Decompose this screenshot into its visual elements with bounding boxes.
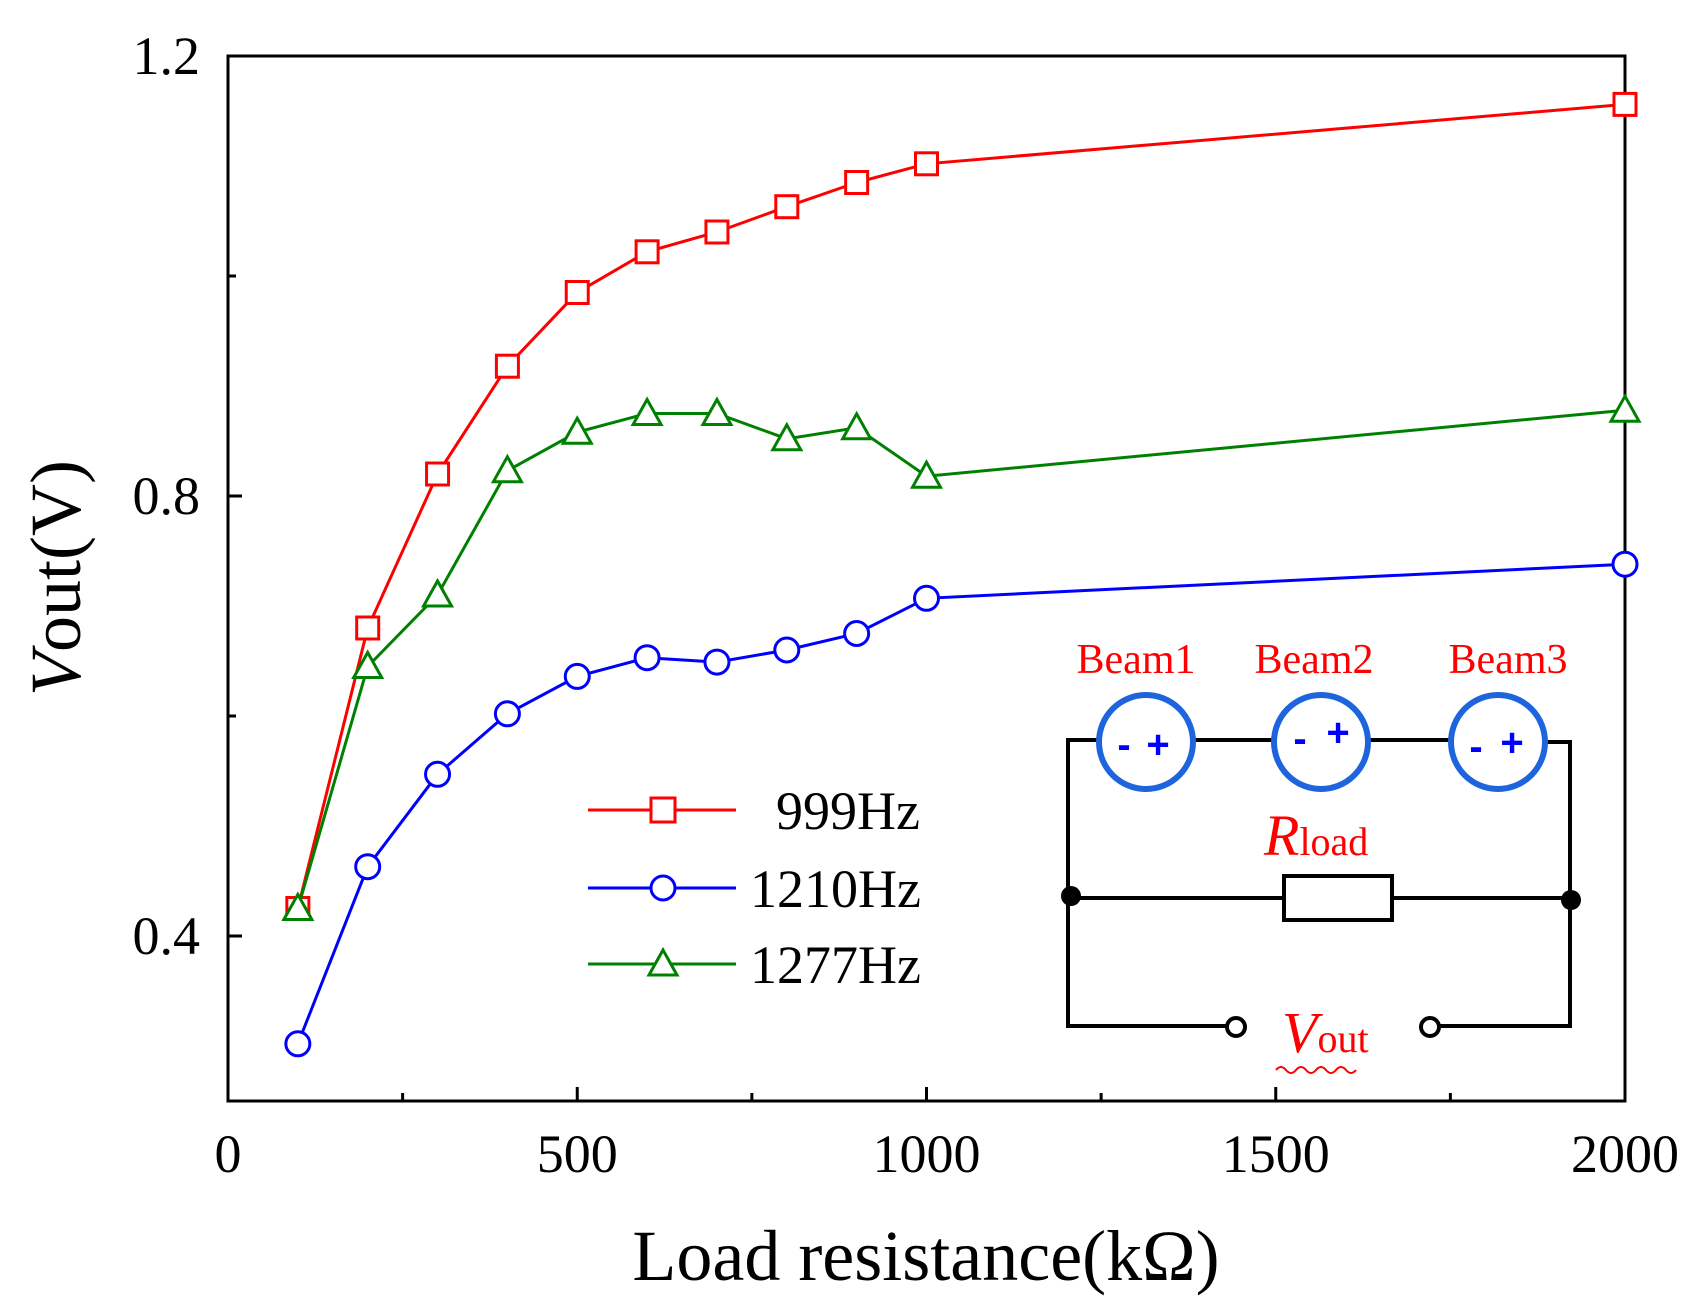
- data-point: [703, 648, 731, 676]
- y-axis-title-rest: out(V): [16, 460, 96, 652]
- x-tick-label: 2000: [1571, 1124, 1679, 1184]
- series-line: [296, 562, 1626, 1045]
- y-axis-title-italic: V: [16, 645, 96, 696]
- legend-label-1277hz: 1277Hz: [750, 935, 921, 995]
- data-point: [424, 760, 452, 788]
- series-line: [296, 102, 1626, 909]
- resistor-symbol: [1282, 874, 1394, 922]
- legend-label-1210hz: 1210Hz: [750, 859, 921, 919]
- beam-1-minus: -: [1117, 723, 1130, 767]
- legend-marker-square: [649, 796, 677, 824]
- r-load-sub: load: [1299, 819, 1368, 864]
- data-point: [563, 662, 591, 690]
- y-axis-title: Vout(V): [16, 460, 96, 696]
- beam-1-symbol: [1096, 692, 1196, 792]
- data-point: [630, 396, 664, 426]
- y-tick-label: 0.4: [133, 906, 201, 966]
- beam-1-plus: +: [1146, 723, 1169, 767]
- legend-item-1277hz: 1277Hz: [588, 935, 921, 995]
- beam-1-label: Beam1: [1077, 637, 1196, 683]
- beam-2-label: Beam2: [1255, 637, 1374, 683]
- beam-3: Beam3 - +: [1448, 637, 1568, 792]
- beam-3-symbol: [1448, 692, 1548, 792]
- beam-2-plus: +: [1326, 711, 1349, 755]
- terminal-left: [1225, 1016, 1247, 1038]
- data-point: [1612, 91, 1638, 117]
- axis-ticks: [226, 54, 1627, 1101]
- data-point: [913, 584, 940, 612]
- legend-marker-triangle: [646, 946, 680, 977]
- data-point: [704, 219, 730, 245]
- legend-item-999hz: 999Hz: [588, 781, 920, 841]
- data-point: [700, 396, 734, 426]
- data-point: [490, 453, 524, 484]
- data-point: [844, 170, 870, 195]
- x-axis-title: Load resistance(kΩ): [632, 1216, 1219, 1296]
- data-point: [840, 410, 874, 441]
- x-tick-label: 1500: [1222, 1124, 1330, 1184]
- data-point: [1611, 550, 1639, 578]
- r-load-main: R: [1263, 803, 1299, 868]
- x-tick-label: 500: [537, 1124, 618, 1184]
- beam-3-minus: -: [1469, 725, 1482, 769]
- legend: 999Hz 1210Hz 1277Hz: [588, 781, 921, 995]
- series-1210hz: [284, 550, 1639, 1058]
- circuit-inset: Beam1 - + Beam2 - + Beam3 - + Rload Vout: [1061, 637, 1581, 1074]
- beam-2: Beam2 - +: [1255, 637, 1374, 792]
- data-point: [355, 615, 381, 641]
- x-tick-label: 0: [215, 1124, 242, 1184]
- x-tick-label: 1000: [873, 1124, 981, 1184]
- data-point: [914, 151, 939, 177]
- legend-label-999hz: 999Hz: [776, 781, 920, 841]
- series-1277hz: [281, 393, 1642, 921]
- terminal-right: [1419, 1016, 1441, 1038]
- series-999hz: [285, 91, 1638, 921]
- data-point: [560, 415, 594, 445]
- data-point: [564, 280, 590, 305]
- v-out-underline: [1275, 1066, 1357, 1074]
- y-tick-label: 0.8: [133, 466, 201, 526]
- data-point: [633, 644, 661, 672]
- data-point: [1608, 393, 1642, 423]
- data-point: [354, 853, 382, 881]
- beam-2-symbol: [1271, 692, 1371, 792]
- legend-marker-circle: [649, 874, 677, 902]
- v-out-sub: out: [1317, 1016, 1368, 1061]
- data-point: [770, 421, 804, 452]
- data-point: [351, 649, 385, 679]
- data-point: [634, 239, 660, 265]
- data-point: [774, 194, 800, 220]
- y-tick-label: 1.2: [133, 26, 201, 86]
- data-point: [420, 577, 455, 608]
- beam-2-minus: -: [1293, 717, 1306, 761]
- r-load-label: Rload: [1263, 803, 1368, 868]
- beam-1: Beam1 - +: [1077, 637, 1196, 792]
- data-point: [284, 1030, 312, 1058]
- series-line: [296, 408, 1626, 909]
- data-point: [494, 353, 520, 379]
- data-point: [843, 620, 871, 647]
- junction-dot-right: [1561, 890, 1581, 910]
- data-point: [773, 636, 801, 664]
- v-out-label: Vout: [1282, 1000, 1369, 1065]
- v-out-main: V: [1282, 1000, 1324, 1065]
- tick-labels: 0 500 1000 1500 2000 0.4 0.8 1.2: [133, 26, 1680, 1184]
- series-group: [281, 91, 1642, 1058]
- legend-item-1210hz: 1210Hz: [588, 859, 921, 919]
- data-point: [493, 700, 521, 728]
- beam-3-plus: +: [1500, 721, 1523, 765]
- data-point: [425, 461, 451, 487]
- data-point: [281, 891, 315, 921]
- data-point: [909, 459, 944, 489]
- junction-dot-left: [1061, 886, 1081, 906]
- beam-3-label: Beam3: [1449, 637, 1568, 683]
